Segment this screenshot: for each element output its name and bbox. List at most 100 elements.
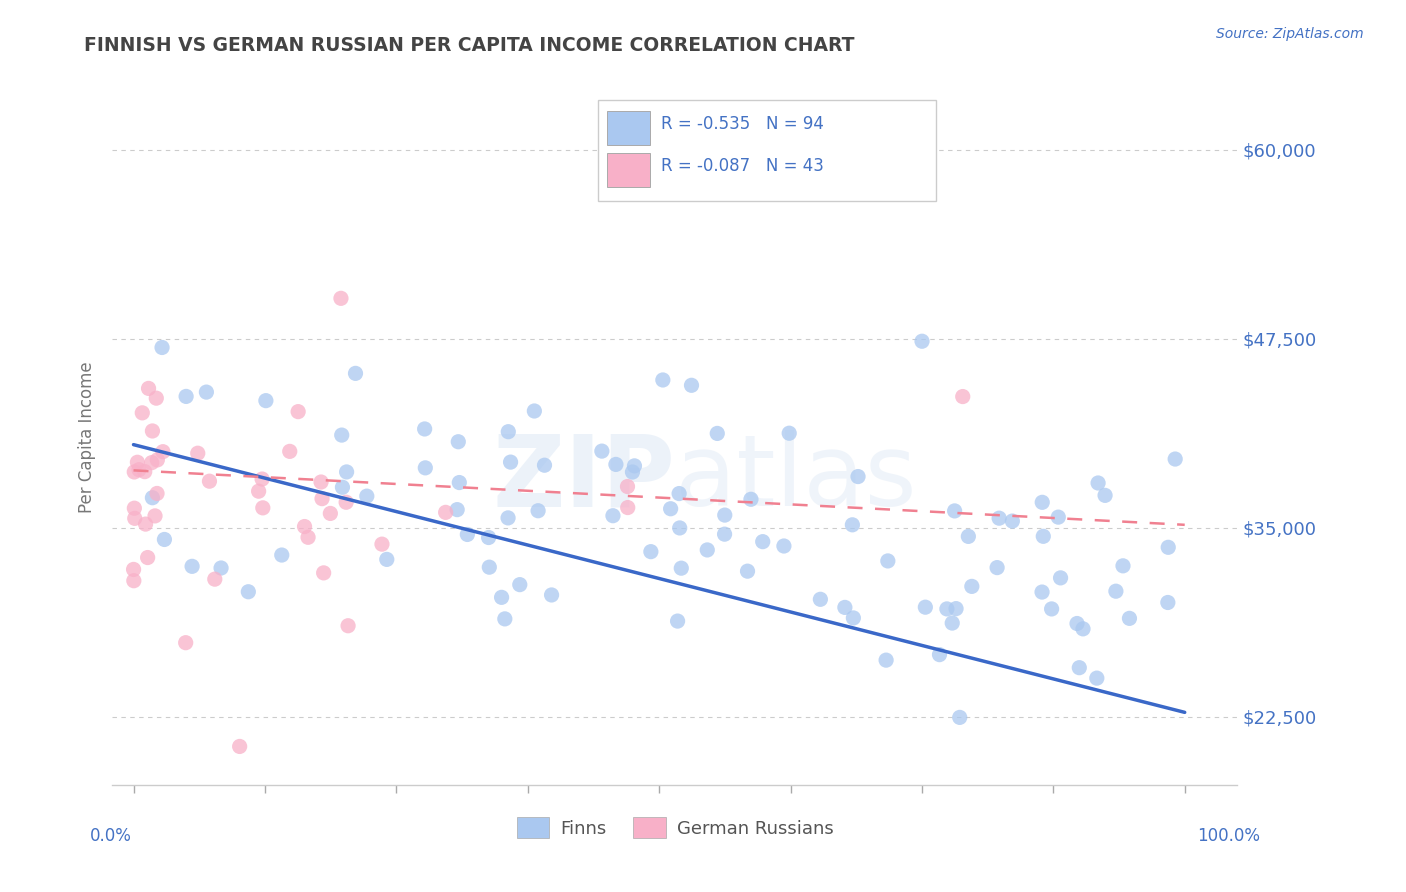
Point [278,444,301,458]
Point [447,434,470,449]
Point [1157,595,1180,609]
Point [312,566,335,580]
Point [1105,584,1128,599]
Point [841,517,863,532]
Bar [607,112,650,145]
Point [621,465,644,479]
Point [319,507,342,521]
Point [834,600,856,615]
Point [509,577,531,591]
Point [238,584,260,599]
Point [204,572,226,586]
Point [737,564,759,578]
Bar [607,153,650,186]
Point [124,501,146,516]
Point [250,472,273,486]
Point [616,500,638,515]
Point [153,533,176,547]
Point [778,426,800,441]
Point [640,544,662,558]
Point [371,537,394,551]
Point [498,425,520,439]
Point [252,500,274,515]
Point [1049,571,1071,585]
Point [1112,558,1135,573]
Point [659,501,682,516]
Point [131,406,153,420]
Point [616,479,638,493]
Point [651,373,673,387]
Point [960,579,983,593]
Point [134,465,156,479]
Text: atlas: atlas [675,430,917,527]
Point [527,504,550,518]
Point [935,602,957,616]
Point [986,560,1008,574]
Point [1164,452,1187,467]
Point [943,504,966,518]
Point [1118,611,1140,625]
Point [337,619,360,633]
Point [1047,510,1070,524]
Text: Source: ZipAtlas.com: Source: ZipAtlas.com [1216,27,1364,41]
Point [311,491,333,506]
Point [988,511,1011,525]
Point [952,390,974,404]
Point [1040,602,1063,616]
Point [332,480,354,494]
Text: R = -0.087   N = 43: R = -0.087 N = 43 [661,157,824,175]
Point [174,636,197,650]
Point [195,385,218,400]
Point [605,458,627,472]
Point [478,560,501,574]
Point [1032,529,1054,543]
Point [309,475,332,489]
Point [122,562,145,576]
Point [456,527,478,541]
Point [914,600,936,615]
Point [254,393,277,408]
Text: 100.0%: 100.0% [1197,827,1260,845]
Point [1031,585,1053,599]
Point [949,710,972,724]
Point [696,543,718,558]
Point [356,489,378,503]
Point [1094,488,1116,502]
Point [294,519,316,533]
Point [740,492,762,507]
Point [523,404,546,418]
Point [875,653,897,667]
Point [842,611,865,625]
Point [623,458,645,473]
Point [141,491,163,505]
Point [143,508,166,523]
Point [152,444,174,458]
Point [181,559,204,574]
Point [434,505,457,519]
Point [533,458,555,473]
Point [145,391,167,405]
Text: 0.0%: 0.0% [90,827,132,845]
Point [127,455,149,469]
Text: FINNISH VS GERMAN RUSSIAN PER CAPITA INCOME CORRELATION CHART: FINNISH VS GERMAN RUSSIAN PER CAPITA INC… [84,36,855,54]
Point [141,424,163,438]
Point [496,511,519,525]
Point [928,648,950,662]
Point [1157,541,1180,555]
Point [446,502,468,516]
Point [141,456,163,470]
Point [494,612,516,626]
Point [228,739,250,754]
Point [335,495,357,509]
Point [591,444,613,458]
Y-axis label: Per Capita Income: Per Capita Income [77,361,96,513]
Point [209,561,232,575]
Point [187,446,209,460]
Point [1001,514,1024,528]
Point [876,554,898,568]
Point [602,508,624,523]
Point [945,601,967,615]
Point [375,552,398,566]
Point [122,465,145,479]
Point [911,334,934,349]
